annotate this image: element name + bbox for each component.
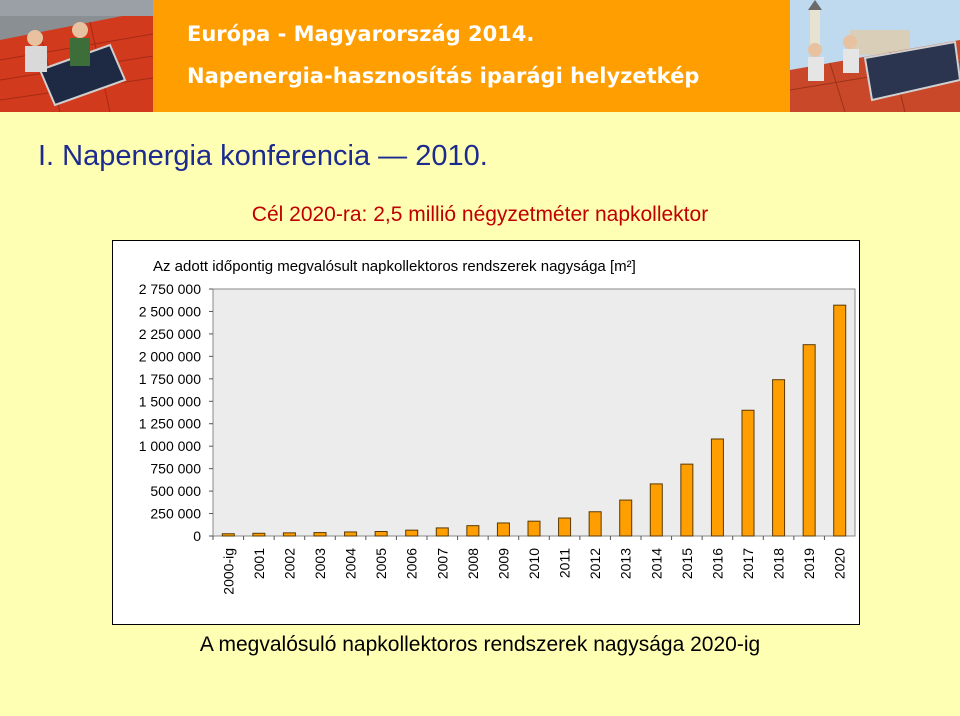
y-tick-label: 500 000 — [150, 483, 201, 499]
x-tick-label: 2006 — [404, 548, 420, 579]
x-tick-label: 2015 — [679, 548, 695, 579]
y-tick-label: 2 750 000 — [139, 281, 201, 297]
solar-installers-photo-left — [0, 0, 153, 112]
solar-roof-photo-right — [790, 0, 960, 112]
x-tick-label: 2009 — [495, 548, 511, 579]
bar-2004 — [344, 531, 358, 537]
x-tick-label: 2019 — [801, 548, 817, 579]
bar-2016 — [710, 438, 724, 537]
banner-subtitle: Napenergia-hasznosítás iparági helyzetké… — [187, 64, 700, 88]
bar-2003 — [313, 532, 327, 537]
x-axis-ticks: 2000-ig 2001 2002 2003 2004 2005 2006 2007 2008 2… — [212, 536, 848, 595]
bar-2018 — [772, 379, 786, 537]
x-tick-label: 2016 — [709, 548, 725, 579]
bar-chart: Az adott időpontig megvalósult napkollek… — [139, 258, 856, 595]
bar-2019 — [802, 344, 816, 537]
bar-2001 — [252, 532, 266, 537]
y-axis-ticks: 0 250 000 500 000 750 000 1 000 000 1 250 000… — [139, 281, 213, 544]
bar-2000-ig — [221, 533, 235, 537]
header-banner: Európa - Magyarország 2014. Napenergia-h… — [0, 0, 960, 112]
bar-2012 — [588, 511, 602, 537]
x-tick-label: 2018 — [771, 548, 787, 579]
x-tick-label: 2003 — [312, 548, 328, 579]
bar-2017 — [741, 409, 755, 537]
x-tick-label: 2013 — [618, 548, 634, 579]
x-tick-label: 2020 — [832, 548, 848, 579]
bar-2005 — [374, 531, 388, 537]
y-tick-label: 250 000 — [150, 506, 201, 522]
y-tick-label: 0 — [193, 528, 201, 544]
x-tick-label: 2008 — [465, 548, 481, 579]
y-tick-label: 2 000 000 — [139, 348, 201, 364]
bars-group — [221, 304, 847, 537]
bar-2009 — [496, 522, 510, 537]
bar-2014 — [649, 483, 663, 537]
y-tick-label: 1 500 000 — [139, 393, 201, 409]
bar-2015 — [680, 463, 694, 537]
bar-2002 — [282, 532, 296, 537]
x-tick-label: 2007 — [434, 548, 450, 579]
bar-2013 — [619, 499, 633, 537]
bar-2011 — [558, 517, 572, 537]
y-tick-label: 1 000 000 — [139, 438, 201, 454]
x-tick-label: 2001 — [251, 548, 267, 579]
bar-2006 — [405, 529, 419, 537]
chart-title: Az adott időpontig megvalósult napkollek… — [153, 258, 636, 275]
x-tick-label: 2000-ig — [220, 548, 236, 595]
bar-2008 — [466, 525, 480, 537]
chart-container: Az adott időpontig megvalósult napkollek… — [112, 240, 860, 625]
plot-area — [212, 288, 856, 537]
x-tick-label: 2004 — [343, 548, 359, 579]
x-tick-label: 2002 — [281, 548, 297, 579]
conference-title: I. Napenergia konferencia — 2010. — [38, 140, 488, 172]
x-tick-label: 2010 — [526, 548, 542, 579]
banner-title: Európa - Magyarország 2014. — [187, 22, 535, 46]
bar-2010 — [527, 520, 541, 537]
x-tick-label: 2005 — [373, 548, 389, 579]
y-tick-label: 1 250 000 — [139, 416, 201, 432]
x-tick-label: 2011 — [557, 548, 573, 578]
y-tick-label: 2 500 000 — [139, 303, 201, 319]
x-tick-label: 2014 — [648, 548, 664, 579]
y-tick-label: 1 750 000 — [139, 371, 201, 387]
bar-2020 — [833, 304, 847, 537]
x-tick-label: 2017 — [740, 548, 756, 579]
y-tick-label: 2 250 000 — [139, 326, 201, 342]
goal-statement: Cél 2020-ra: 2,5 millió négyzetméter nap… — [251, 203, 709, 226]
bar-2007 — [435, 527, 449, 537]
chart-caption: A megvalósuló napkollektoros rendszerek … — [199, 633, 761, 656]
x-tick-label: 2012 — [587, 548, 603, 579]
y-tick-label: 750 000 — [150, 461, 201, 477]
